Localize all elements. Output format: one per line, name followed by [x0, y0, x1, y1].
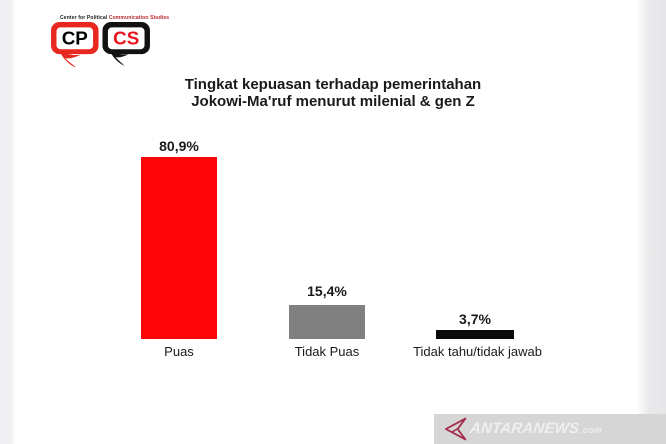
- svg-text:CS: CS: [113, 28, 139, 49]
- svg-text:CP: CP: [62, 28, 88, 49]
